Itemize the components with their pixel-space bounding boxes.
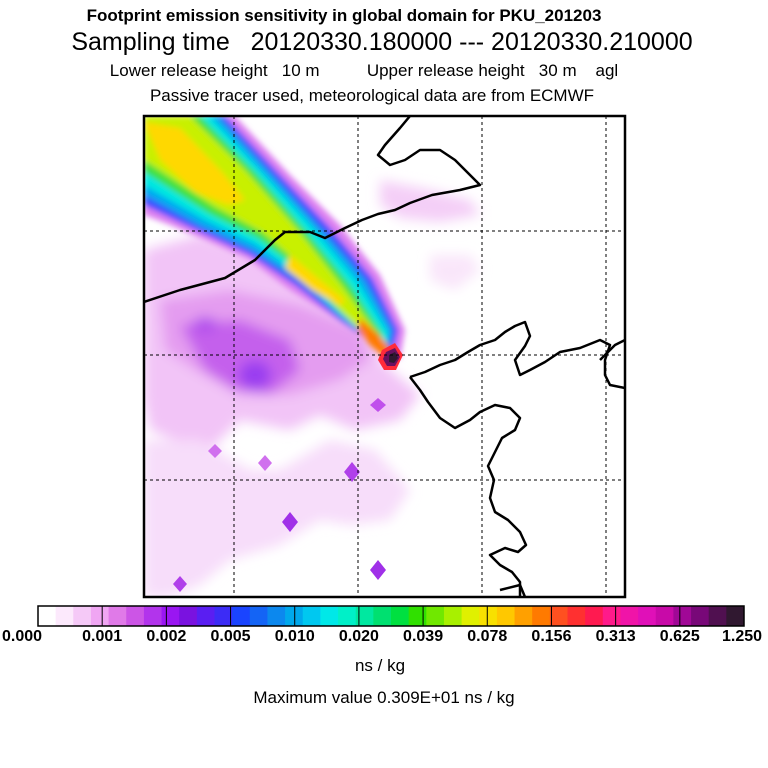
colorbar-swatch: [285, 606, 304, 626]
release-heights: Lower release height 10 m Upper release …: [109, 61, 619, 80]
colorbar-swatch: [355, 606, 374, 626]
colorbar-swatch: [479, 606, 498, 626]
colorbar-tick-label: 0.002: [146, 628, 187, 645]
colorbar-swatch: [179, 606, 198, 626]
colorbar-swatch: [38, 606, 57, 626]
colorbar-tick-label: 0.001: [82, 628, 123, 645]
colorbar-swatch: [496, 606, 516, 626]
colorbar-swatch: [391, 606, 410, 626]
colorbar-swatch: [267, 606, 286, 626]
colorbar-tick-label: 0.625: [659, 628, 700, 645]
colorbar-swatch: [90, 606, 110, 626]
colorbar-swatch: [108, 606, 127, 626]
colorbar-swatch: [673, 606, 692, 626]
colorbar-tick-label: 0.020: [338, 628, 379, 645]
colorbar-swatch: [214, 606, 233, 626]
colorbar-swatch: [126, 606, 145, 626]
colorbar-swatch: [232, 606, 251, 626]
colorbar-swatch: [196, 606, 215, 626]
map-frame: [142, 114, 627, 599]
colorbar-swatch: [585, 606, 604, 626]
colorbar-swatch: [320, 606, 339, 626]
colorbar-swatch: [655, 606, 674, 626]
map-area: [144, 116, 625, 597]
tracer-info: Passive tracer used, meteorological data…: [149, 86, 595, 105]
colorbar-swatch: [567, 606, 586, 626]
colorbar-tick-label: 0.156: [531, 628, 572, 645]
colorbar-swatch: [620, 606, 639, 626]
colorbar-tick-label: 1.250: [721, 628, 763, 645]
colorbar-swatch: [143, 606, 163, 626]
colorbar-frame: [37, 605, 745, 627]
colorbar-swatch: [249, 606, 268, 626]
plot-title: Footprint emission sensitivity in global…: [86, 6, 602, 25]
colorbar-swatch: [532, 606, 551, 626]
coastline: [144, 116, 625, 597]
colorbar-swatch: [408, 606, 427, 626]
colorbar-tick-label: 0.078: [467, 628, 508, 645]
colorbar-swatch: [373, 606, 392, 626]
colorbar-swatch: [302, 606, 321, 626]
colorbar-tick-label: 0.010: [274, 628, 315, 645]
colorbar-swatch: [161, 606, 180, 626]
colorbar-swatch: [726, 606, 745, 626]
colorbar-swatch: [73, 606, 92, 626]
lat-lon-grid: [144, 116, 625, 597]
colorbar-tick-label: 0.000: [1, 628, 43, 645]
colorbar-swatch: [638, 606, 657, 626]
colorbar-tick-label: 0.313: [595, 628, 636, 645]
colorbar-tick-label: 0.005: [210, 628, 251, 645]
colorbar-swatch: [549, 606, 568, 626]
colorbar-swatch: [426, 606, 445, 626]
colorbar-swatch: [338, 606, 357, 626]
colorbar-unit: ns / kg: [354, 656, 406, 675]
sensitivity-patches: [144, 180, 480, 597]
hotspots: [173, 398, 386, 592]
colorbar-swatch: [55, 606, 74, 626]
colorbar: [37, 605, 745, 627]
colorbar-tick-label: 0.039: [403, 628, 444, 645]
colorbar-swatch: [443, 606, 463, 626]
colorbar-swatch: [602, 606, 621, 626]
colorbar-swatch: [708, 606, 727, 626]
sampling-time: Sampling time 20120330.180000 --- 201203…: [71, 28, 693, 56]
colorbar-swatch: [691, 606, 710, 626]
colorbar-swatch: [461, 606, 480, 626]
colorbar-swatch: [514, 606, 533, 626]
maximum-value: Maximum value 0.309E+01 ns / kg: [253, 688, 515, 707]
